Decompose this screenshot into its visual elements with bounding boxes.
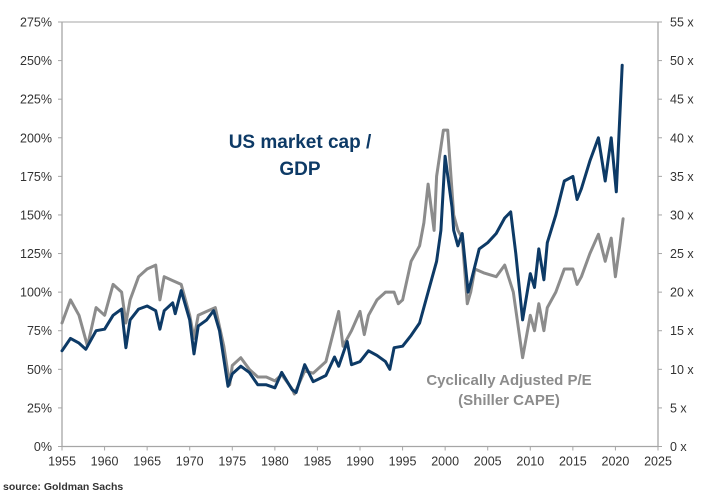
x-tick-label: 2000	[431, 455, 459, 469]
left-tick-label: 125%	[20, 247, 52, 261]
annotation-cape-line2: (Shiller CAPE)	[458, 392, 560, 409]
x-tick-label: 2005	[474, 455, 502, 469]
series-lines	[60, 63, 625, 396]
x-tick-label: 1960	[91, 455, 119, 469]
right-tick-label: 50 x	[670, 54, 694, 68]
annotation-market-cap-line1: US market cap /	[229, 132, 372, 153]
left-tick-label: 50%	[27, 363, 52, 377]
x-tick-label: 2015	[559, 455, 587, 469]
left-tick-label: 275%	[20, 16, 52, 30]
x-tick-label: 2010	[516, 455, 544, 469]
left-tick-label: 150%	[20, 208, 52, 222]
x-tick-label: 2020	[602, 455, 630, 469]
left-tick-label: 75%	[27, 324, 52, 338]
x-tick-label: 2025	[644, 455, 672, 469]
left-tick-label: 100%	[20, 286, 52, 300]
right-tick-label: 0 x	[670, 440, 687, 454]
right-tick-label: 45 x	[670, 93, 694, 107]
x-tick-label: 1990	[346, 455, 374, 469]
left-tick-label: 175%	[20, 170, 52, 184]
series-line-shiller-cape	[60, 128, 625, 396]
annotation-market-cap-line2: GDP	[279, 159, 321, 180]
right-tick-label: 40 x	[670, 131, 694, 145]
right-tick-label: 5 x	[670, 401, 687, 415]
source-note: source: Goldman Sachs	[3, 481, 123, 493]
right-tick-label: 20 x	[670, 286, 694, 300]
left-tick-label: 225%	[20, 93, 52, 107]
x-tick-label: 1955	[48, 455, 76, 469]
x-tick-label: 1995	[389, 455, 417, 469]
right-tick-label: 15 x	[670, 324, 694, 338]
x-tick-label: 1965	[133, 455, 161, 469]
right-tick-label: 25 x	[670, 247, 694, 261]
right-tick-label: 55 x	[670, 16, 694, 30]
right-tick-label: 10 x	[670, 363, 694, 377]
right-tick-label: 30 x	[670, 208, 694, 222]
x-tick-label: 1975	[218, 455, 246, 469]
left-tick-label: 25%	[27, 401, 52, 415]
annotation-cape-line1: Cyclically Adjusted P/E	[426, 372, 591, 389]
x-tick-label: 1980	[261, 455, 289, 469]
left-tick-label: 250%	[20, 54, 52, 68]
left-tick-label: 0%	[34, 440, 52, 454]
x-tick-label: 1970	[176, 455, 204, 469]
axes: 0% 25% 50% 75% 100% 125% 150% 175% 200% 225% 250% 2…	[20, 16, 694, 469]
right-tick-label: 35 x	[670, 170, 694, 184]
series-line-market-cap-gdp	[60, 63, 624, 394]
left-tick-label: 200%	[20, 131, 52, 145]
x-tick-label: 1985	[304, 455, 332, 469]
